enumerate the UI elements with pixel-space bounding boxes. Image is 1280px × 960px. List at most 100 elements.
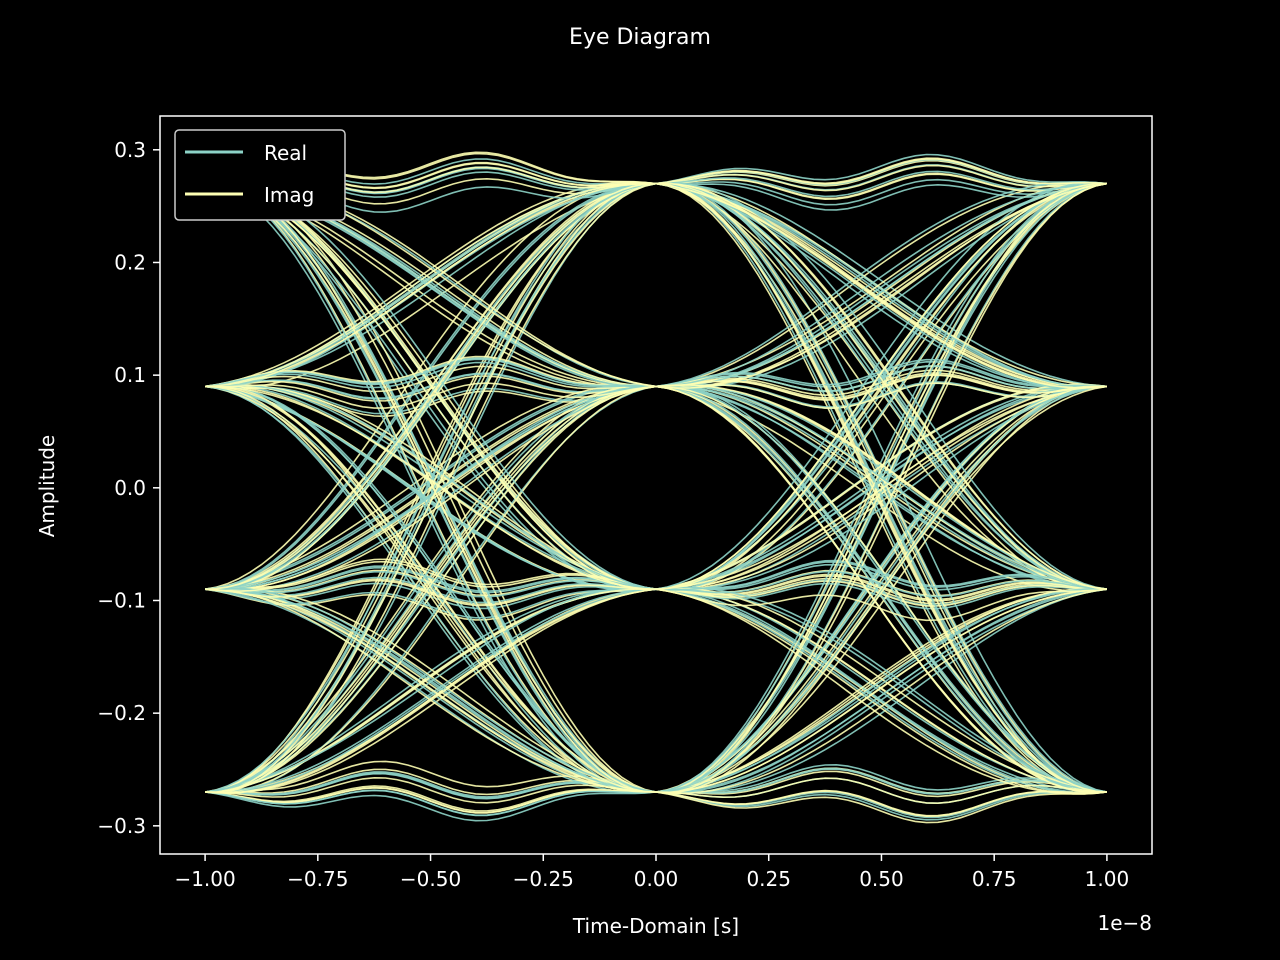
real-trace	[204, 791, 657, 822]
real-trace	[205, 385, 657, 793]
imag-trace	[655, 182, 1107, 389]
y-axis: −0.3 −0.2 −0.1 0.0 0.1 0.2 0.3	[97, 138, 160, 838]
real-trace	[205, 588, 657, 794]
y-tick-label: −0.1	[97, 588, 146, 612]
imag-trace	[655, 182, 1107, 793]
x-tick-label: −1.00	[174, 867, 235, 891]
imag-trace	[205, 586, 657, 793]
imag-trace	[204, 182, 657, 793]
imag-trace	[655, 588, 1108, 795]
imag-trace	[655, 182, 1107, 793]
imag-trace	[655, 182, 1107, 590]
real-trace	[205, 182, 657, 793]
real-trace	[655, 181, 1107, 388]
real-trace	[205, 586, 657, 793]
imag-trace	[205, 385, 657, 793]
imag-trace	[655, 777, 1107, 805]
imag-trace	[655, 588, 1107, 795]
real-trace	[205, 385, 657, 591]
real-trace	[655, 763, 1108, 793]
real-trace	[655, 182, 1108, 211]
real-trace	[655, 182, 1107, 388]
x-tick-label: −0.75	[287, 867, 348, 891]
real-trace	[205, 587, 657, 793]
imag-trace	[655, 182, 1107, 794]
x-tick-label: −0.50	[400, 867, 461, 891]
real-trace	[205, 182, 657, 590]
imag-trace	[655, 385, 1107, 793]
x-tick-label: 0.00	[634, 867, 679, 891]
imag-trace	[205, 365, 657, 393]
real-trace	[655, 588, 1107, 794]
imag-trace	[655, 575, 1107, 602]
imag-trace	[205, 787, 657, 814]
imag-trace	[205, 588, 657, 794]
real-trace	[655, 385, 1107, 794]
eye-traces	[204, 151, 1108, 824]
real-trace	[655, 182, 1107, 590]
real-trace	[655, 181, 1107, 590]
real-trace	[205, 361, 657, 389]
imag-trace	[655, 384, 1108, 590]
real-trace	[655, 182, 1107, 793]
imag-trace	[655, 172, 1107, 200]
imag-trace	[655, 789, 1107, 817]
real-trace	[655, 384, 1108, 590]
real-trace	[655, 570, 1107, 598]
imag-trace	[655, 157, 1107, 185]
real-trace	[655, 182, 1107, 793]
real-trace	[655, 588, 1108, 795]
y-tick-label: −0.2	[97, 701, 146, 725]
y-tick-label: 0.3	[114, 138, 146, 162]
real-trace	[655, 385, 1108, 793]
imag-trace	[205, 384, 657, 793]
imag-trace	[655, 587, 1108, 793]
imag-trace	[655, 385, 1107, 793]
real-trace	[655, 182, 1108, 590]
real-trace	[655, 384, 1107, 590]
imag-trace	[205, 182, 657, 388]
imag-trace	[205, 760, 657, 793]
imag-trace	[205, 385, 657, 793]
real-trace	[656, 385, 1107, 793]
imag-trace	[205, 579, 656, 607]
imag-trace	[205, 182, 657, 590]
imag-trace	[655, 383, 1107, 590]
chart-title: Eye Diagram	[569, 25, 711, 50]
imag-trace	[655, 588, 1107, 793]
y-tick-label: 0.0	[114, 476, 146, 500]
imag-trace	[655, 791, 1107, 824]
imag-trace	[205, 383, 657, 590]
real-trace	[655, 170, 1107, 198]
real-trace	[655, 182, 1107, 388]
x-tick-label: −0.25	[513, 867, 574, 891]
x-axis-label: Time-Domain [s]	[572, 914, 739, 938]
imag-trace	[205, 182, 656, 388]
imag-trace	[655, 770, 1107, 798]
real-trace	[655, 182, 1108, 793]
y-tick-label: 0.2	[114, 250, 146, 274]
imag-trace	[655, 182, 1108, 389]
real-trace	[655, 153, 1107, 185]
imag-trace	[205, 182, 657, 794]
real-trace	[655, 182, 1107, 388]
imag-trace	[205, 588, 656, 793]
imag-trace	[655, 385, 1107, 590]
imag-trace	[205, 588, 657, 794]
real-trace	[205, 588, 657, 793]
imag-trace	[655, 182, 1107, 793]
imag-trace	[204, 182, 657, 793]
legend: Real Imag	[174, 129, 346, 221]
imag-trace	[655, 587, 1107, 793]
imag-trace	[205, 182, 657, 794]
imag-trace	[205, 382, 657, 409]
imag-trace	[205, 385, 657, 590]
imag-trace	[655, 580, 1107, 607]
real-trace	[655, 182, 1107, 388]
real-trace	[655, 767, 1107, 795]
real-trace	[655, 588, 1107, 794]
imag-trace	[655, 385, 1107, 793]
imag-trace	[655, 182, 1108, 794]
y-tick-label: 0.1	[114, 363, 146, 387]
x-axis-offset-text: 1e−8	[1097, 911, 1152, 935]
